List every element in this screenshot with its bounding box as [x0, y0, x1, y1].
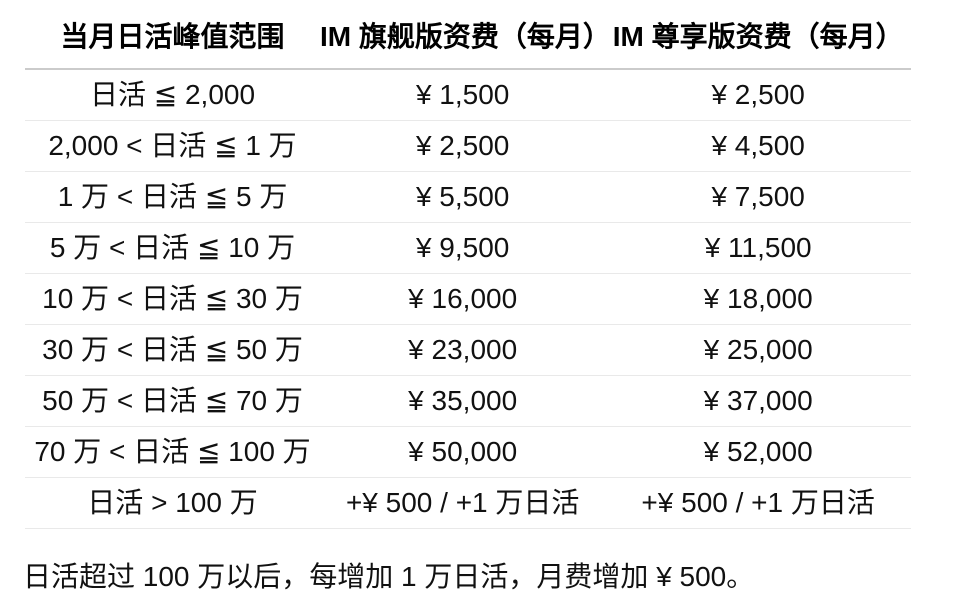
table-row: 日活 > 100 万 +¥ 500 / +1 万日活 +¥ 500 / +1 万… — [25, 477, 911, 529]
table-row: 日活 ≦ 2,000 ¥ 1,500 ¥ 2,500 — [25, 69, 911, 121]
table-row: 1 万 < 日活 ≦ 5 万 ¥ 5,500 ¥ 7,500 — [25, 171, 911, 223]
table-row: 10 万 < 日活 ≦ 30 万 ¥ 16,000 ¥ 18,000 — [25, 273, 911, 325]
cell-flagship-price: ¥ 5,500 — [320, 171, 606, 223]
cell-dau-range: 1 万 < 日活 ≦ 5 万 — [25, 171, 321, 223]
table-row: 70 万 < 日活 ≦ 100 万 ¥ 50,000 ¥ 52,000 — [25, 426, 911, 478]
cell-dau-range: 2,000 < 日活 ≦ 1 万 — [25, 120, 321, 172]
table-header-row: 当月日活峰值范围 IM 旗舰版资费（每月） IM 尊享版资费（每月） — [25, 2, 911, 70]
cell-flagship-price: ¥ 50,000 — [320, 426, 606, 478]
cell-dau-range: 日活 ≦ 2,000 — [25, 69, 321, 121]
table-row: 30 万 < 日活 ≦ 50 万 ¥ 23,000 ¥ 25,000 — [25, 324, 911, 376]
cell-flagship-price: +¥ 500 / +1 万日活 — [320, 477, 606, 529]
column-header-premium-price: IM 尊享版资费（每月） — [605, 2, 911, 70]
cell-flagship-price: ¥ 1,500 — [320, 69, 606, 121]
cell-premium-price: ¥ 25,000 — [605, 324, 911, 376]
table-row: 2,000 < 日活 ≦ 1 万 ¥ 2,500 ¥ 4,500 — [25, 120, 911, 172]
cell-flagship-price: ¥ 2,500 — [320, 120, 606, 172]
pricing-note: 日活超过 100 万以后，每增加 1 万日活，月费增加 ¥ 500。 — [23, 561, 755, 592]
cell-premium-price: ¥ 11,500 — [605, 222, 911, 274]
cell-premium-price: ¥ 2,500 — [605, 69, 911, 121]
column-header-flagship-price: IM 旗舰版资费（每月） — [320, 2, 611, 70]
table-row: 50 万 < 日活 ≦ 70 万 ¥ 35,000 ¥ 37,000 — [25, 375, 911, 427]
cell-premium-price: ¥ 18,000 — [605, 273, 911, 325]
cell-flagship-price: ¥ 9,500 — [320, 222, 606, 274]
cell-flagship-price: ¥ 35,000 — [320, 375, 606, 427]
cell-premium-price: ¥ 52,000 — [605, 426, 911, 478]
cell-flagship-price: ¥ 23,000 — [320, 324, 606, 376]
cell-dau-range: 30 万 < 日活 ≦ 50 万 — [25, 324, 321, 376]
cell-premium-price: ¥ 7,500 — [605, 171, 911, 223]
cell-dau-range: 10 万 < 日活 ≦ 30 万 — [25, 273, 321, 325]
cell-premium-price: ¥ 37,000 — [605, 375, 911, 427]
cell-dau-range: 5 万 < 日活 ≦ 10 万 — [25, 222, 321, 274]
table-row: 5 万 < 日活 ≦ 10 万 ¥ 9,500 ¥ 11,500 — [25, 222, 911, 274]
pricing-table: 当月日活峰值范围 IM 旗舰版资费（每月） IM 尊享版资费（每月） 日活 ≦ … — [25, 2, 911, 529]
cell-premium-price: ¥ 4,500 — [605, 120, 911, 172]
cell-flagship-price: ¥ 16,000 — [320, 273, 606, 325]
cell-premium-price: +¥ 500 / +1 万日活 — [605, 477, 911, 529]
column-header-dau-range: 当月日活峰值范围 — [25, 2, 321, 70]
cell-dau-range: 日活 > 100 万 — [25, 477, 321, 529]
cell-dau-range: 50 万 < 日活 ≦ 70 万 — [25, 375, 321, 427]
cell-dau-range: 70 万 < 日活 ≦ 100 万 — [25, 426, 321, 478]
